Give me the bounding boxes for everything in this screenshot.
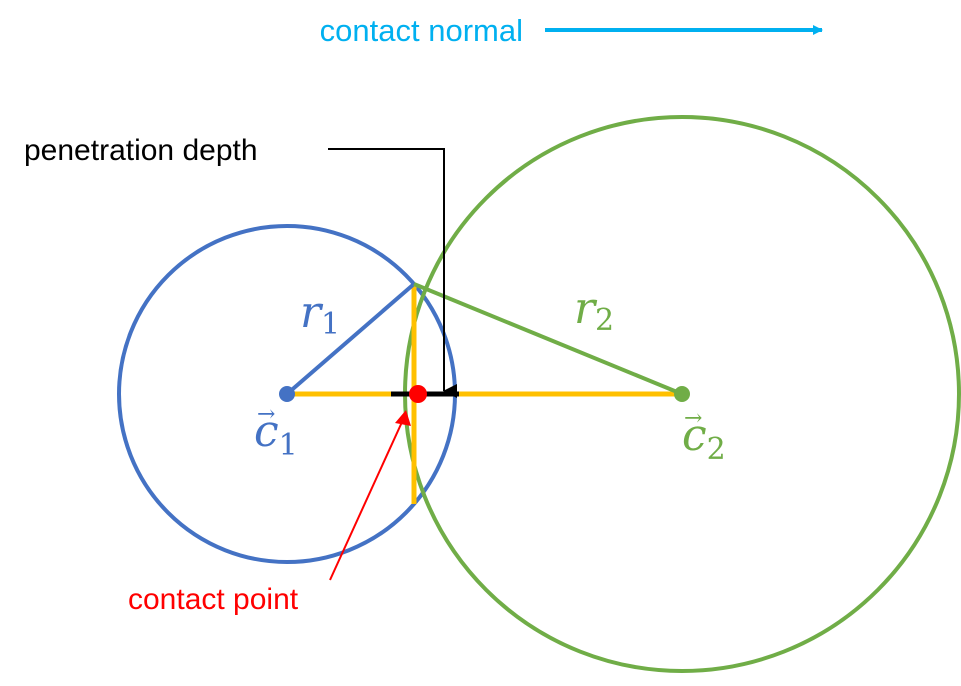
radius-2-line [413, 282, 683, 396]
center-1-dot [279, 386, 295, 402]
radius-1-line [285, 282, 416, 396]
contact-point-arrowhead [395, 410, 411, 426]
r1-subscript: 1 [321, 307, 340, 342]
contact-normal-label: contact normal [320, 13, 523, 48]
penetration-depth-leader [328, 148, 457, 398]
c1-vector-arrow: → [257, 402, 275, 427]
r2-subscript: 2 [595, 303, 614, 338]
c2-subscript: 2 [707, 432, 726, 467]
center-2-dot [674, 386, 690, 402]
r2-base: r [574, 283, 598, 334]
r1-label: r1 [300, 287, 340, 342]
r1-base: r [300, 287, 324, 338]
c1-label: c1 [254, 406, 298, 463]
r2-label: r2 [574, 283, 614, 338]
c1-subscript: 1 [279, 428, 298, 463]
c2-vector-arrow: → [684, 406, 702, 431]
contact-point-label: contact point [128, 583, 299, 616]
c1-base: c [254, 406, 279, 457]
contact-point-leader [329, 421, 403, 581]
c2-label: c2 [682, 410, 726, 467]
c2-base: c [682, 410, 707, 461]
contact-point-dot [409, 385, 427, 403]
penetration-depth-label: penetration depth [24, 134, 258, 167]
